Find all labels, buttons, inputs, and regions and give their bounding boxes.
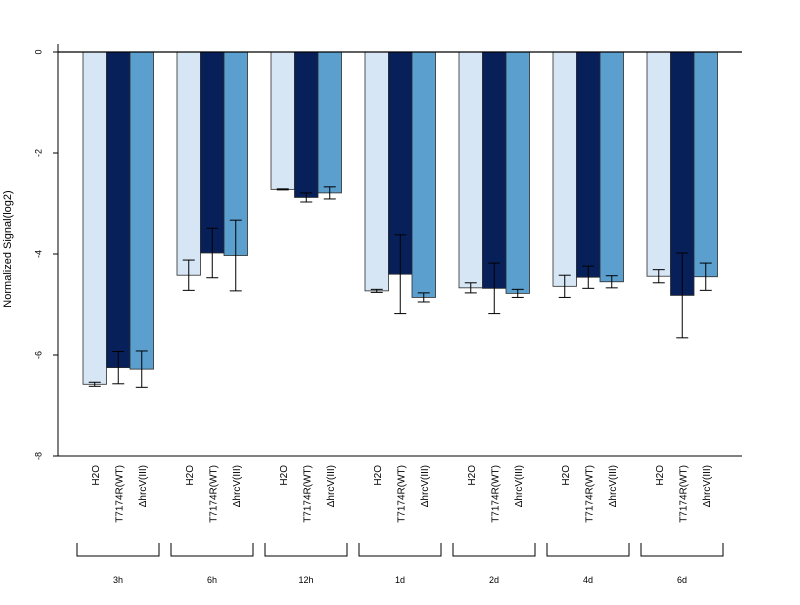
x-condition-label: T7174R(WT) xyxy=(114,465,125,523)
group-bracket xyxy=(76,543,160,557)
x-condition-label: H2O xyxy=(655,465,666,486)
x-group-label: 1d xyxy=(395,575,405,585)
bar xyxy=(200,51,225,254)
group-bracket xyxy=(264,543,348,557)
x-group-label: 6d xyxy=(677,575,687,585)
bar xyxy=(270,51,295,190)
bar xyxy=(505,51,530,294)
bar xyxy=(576,51,601,278)
bar xyxy=(176,51,201,276)
x-condition-label: T7174R(WT) xyxy=(678,465,689,523)
x-condition-label: H2O xyxy=(467,465,478,486)
x-condition-label: ΔhrcV(III) xyxy=(138,465,149,507)
y-tick-label: -8 xyxy=(33,452,43,460)
x-group-label: 2d xyxy=(489,575,499,585)
x-condition-label: T7174R(WT) xyxy=(302,465,313,523)
bar xyxy=(599,51,624,283)
x-condition-label: ΔhrcV(III) xyxy=(326,465,337,507)
bar xyxy=(82,51,107,385)
group-bracket xyxy=(358,543,442,557)
x-group-label: 12h xyxy=(298,575,313,585)
x-condition-label: H2O xyxy=(91,465,102,486)
x-condition-label: H2O xyxy=(185,465,196,486)
x-condition-label: ΔhrcV(III) xyxy=(232,465,243,507)
group-bracket xyxy=(452,543,536,557)
bar xyxy=(411,51,436,298)
bar xyxy=(364,51,389,292)
bar xyxy=(693,51,718,278)
x-condition-label: T7174R(WT) xyxy=(490,465,501,523)
group-bracket xyxy=(640,543,724,557)
x-condition-label: H2O xyxy=(561,465,572,486)
group-bracket xyxy=(170,543,254,557)
x-condition-label: ΔhrcV(III) xyxy=(514,465,525,507)
x-condition-label: ΔhrcV(III) xyxy=(420,465,431,507)
bar xyxy=(106,51,131,369)
bar xyxy=(646,51,671,277)
x-condition-label: H2O xyxy=(373,465,384,486)
x-group-label: 4d xyxy=(583,575,593,585)
x-condition-label: T7174R(WT) xyxy=(208,465,219,523)
x-condition-label: ΔhrcV(III) xyxy=(608,465,619,507)
y-tick-label: -2 xyxy=(33,149,43,157)
x-group-label: 6h xyxy=(207,575,217,585)
x-group-label: 3h xyxy=(113,575,123,585)
bar xyxy=(552,51,577,287)
bar xyxy=(129,51,154,370)
y-axis-label: Normalized Signal(log2) xyxy=(2,190,14,307)
bar xyxy=(294,51,319,198)
bar xyxy=(458,51,483,289)
bar xyxy=(317,51,342,194)
y-tick-label: -6 xyxy=(33,351,43,359)
x-condition-label: T7174R(WT) xyxy=(584,465,595,523)
y-tick-label: 0 xyxy=(33,49,43,54)
x-condition-label: H2O xyxy=(279,465,290,486)
x-condition-label: T7174R(WT) xyxy=(396,465,407,523)
group-bracket xyxy=(546,543,630,557)
x-condition-label: ΔhrcV(III) xyxy=(702,465,713,507)
y-tick-label: -4 xyxy=(33,250,43,258)
bar xyxy=(482,51,507,289)
